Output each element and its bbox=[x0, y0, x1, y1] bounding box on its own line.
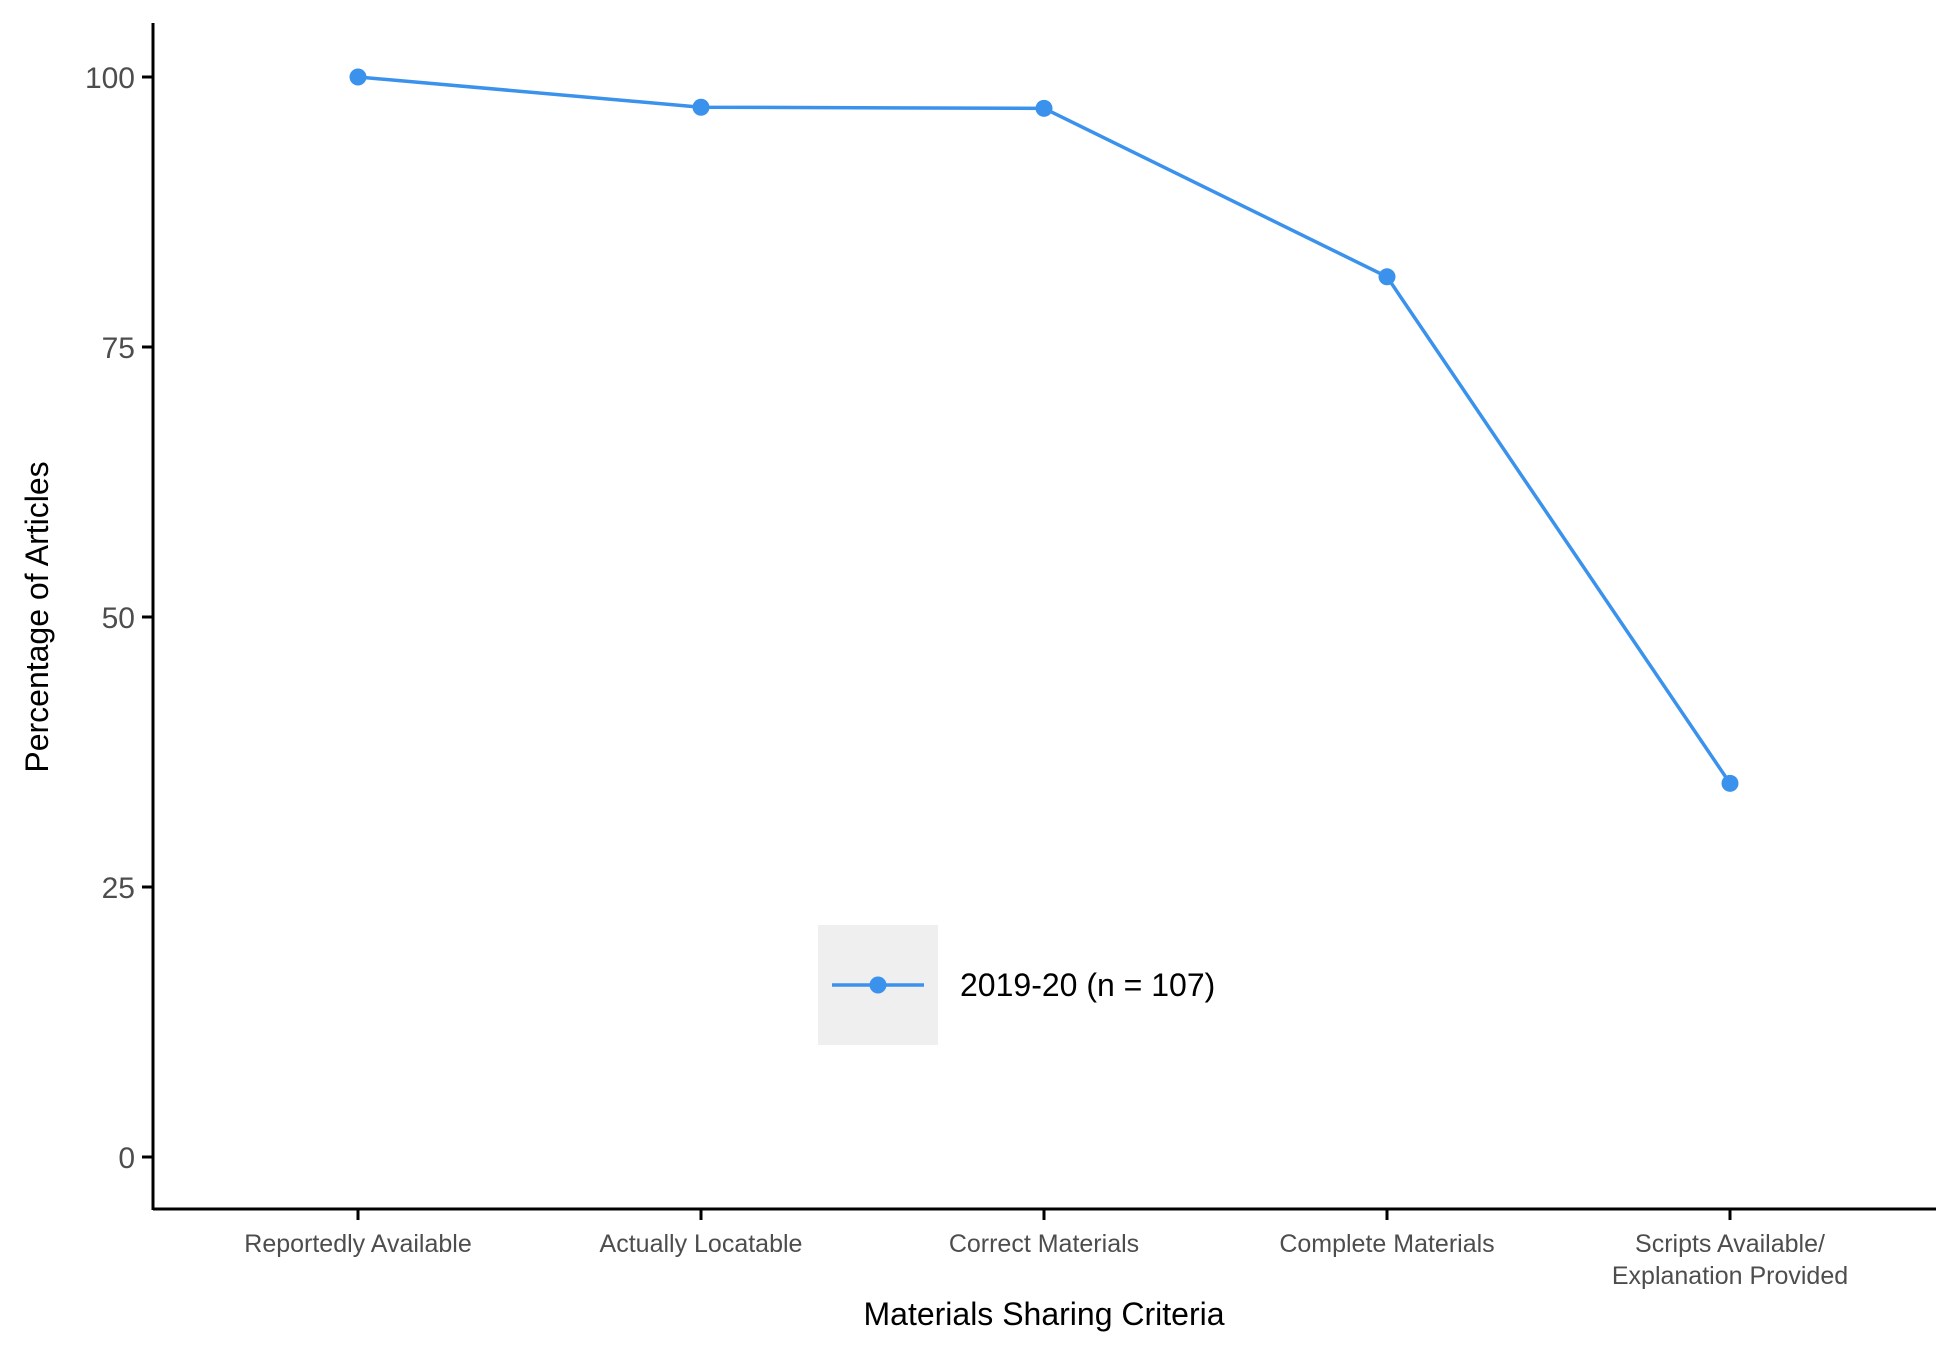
y-tick-label: 75 bbox=[102, 332, 135, 365]
data-point bbox=[349, 68, 367, 86]
series-line bbox=[357, 75, 1732, 785]
legend-label: 2019-20 (n = 107) bbox=[960, 967, 1215, 1003]
x-tick-label: Scripts Available/Explanation Provided bbox=[1612, 1230, 1848, 1290]
legend-key-point bbox=[869, 976, 887, 994]
y-tick-label: 0 bbox=[118, 1142, 135, 1175]
series-layer bbox=[349, 68, 1739, 792]
data-point bbox=[692, 98, 710, 116]
x-axis-title: Materials Sharing Criteria bbox=[863, 1296, 1224, 1332]
data-point bbox=[1035, 99, 1053, 117]
x-tick-label: Complete Materials bbox=[1279, 1230, 1494, 1258]
x-tick-label: Actually Locatable bbox=[600, 1230, 803, 1258]
legend: 2019-20 (n = 107) bbox=[818, 925, 1215, 1045]
data-point bbox=[1378, 268, 1396, 286]
y-tick-label: 50 bbox=[102, 602, 135, 635]
plot-area: 0 25 50 75 100 Reportedly Available Actually … bbox=[85, 23, 1936, 1290]
data-point bbox=[1721, 774, 1739, 792]
y-axis-title: Percentage of Articles bbox=[19, 461, 55, 772]
x-axis-ticks: Reportedly Available Actually Locatable Co… bbox=[244, 1209, 1848, 1290]
x-tick-label: Correct Materials bbox=[949, 1230, 1139, 1258]
y-tick-label: 25 bbox=[102, 872, 135, 905]
y-axis-ticks: 0 25 50 75 100 bbox=[85, 62, 153, 1175]
y-tick-label: 100 bbox=[85, 62, 135, 95]
x-tick-label: Reportedly Available bbox=[244, 1230, 471, 1258]
